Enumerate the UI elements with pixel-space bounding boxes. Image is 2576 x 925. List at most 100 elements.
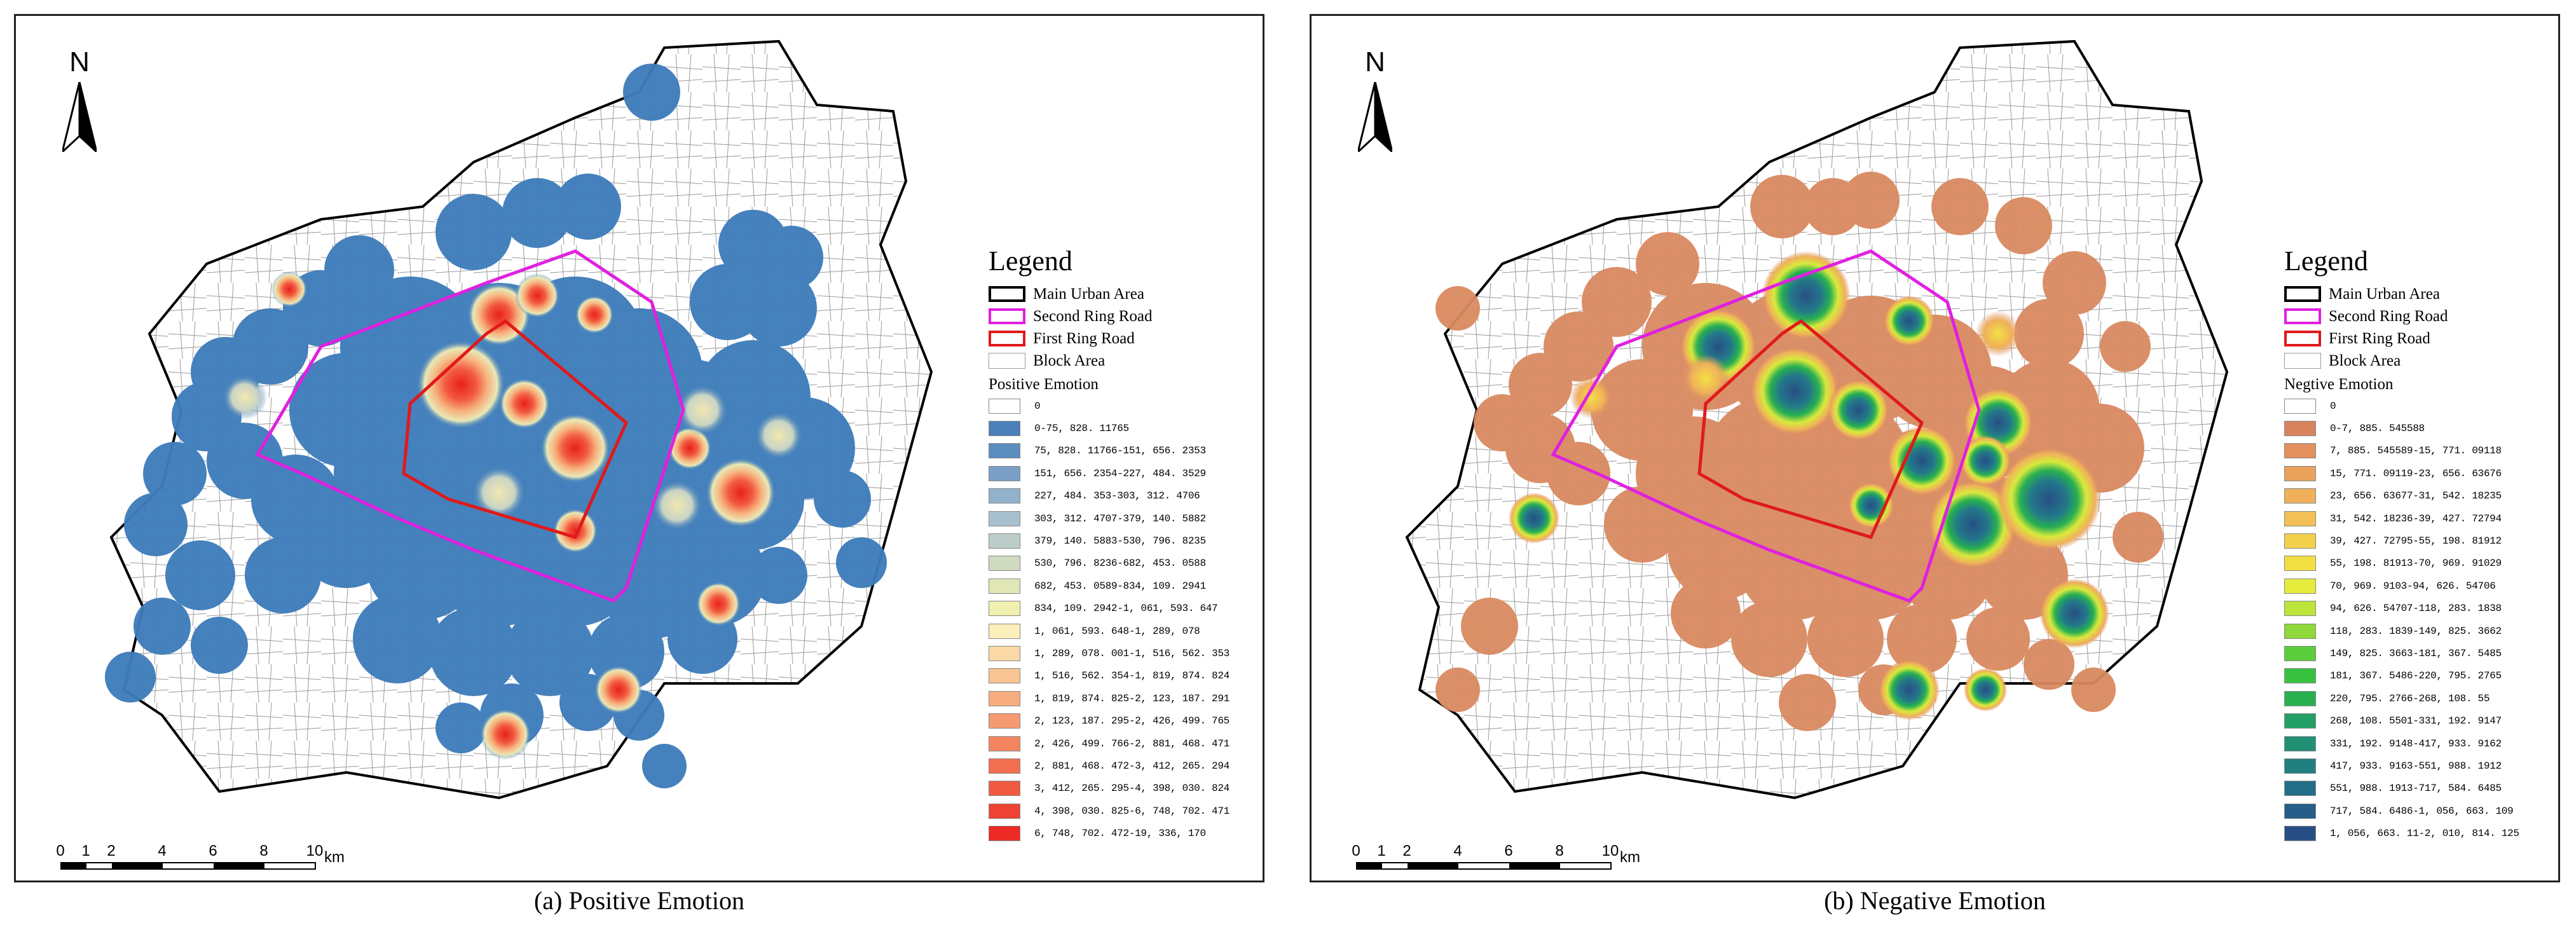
legend-class-item: 379, 140. 5883-530, 796. 8235 <box>989 530 1256 552</box>
negative-hotspots <box>1509 251 2109 720</box>
legend-item-block-area: Block Area <box>2284 350 2551 372</box>
legend-item-first-ring-road: First Ring Road <box>2284 327 2551 350</box>
legend-class-label: 1, 056, 663. 11-2, 010, 814. 125 <box>2330 828 2519 840</box>
first-ring-road <box>402 319 629 540</box>
north-arrow: N <box>1353 46 1397 161</box>
legend-class-label: 31, 542. 18236-39, 427. 72794 <box>2330 512 2502 524</box>
legend-class-item: 834, 109. 2942-1, 061, 593. 647 <box>989 598 1256 620</box>
legend-class-swatch <box>2284 533 2316 549</box>
legend-class-label: 1, 819, 874. 825-2, 123, 187. 291 <box>1034 692 1230 704</box>
legend-class-item: 0 <box>989 395 1256 417</box>
legend-class-swatch <box>989 826 1020 842</box>
legend-item-second-ring-road: Second Ring Road <box>2284 305 2551 327</box>
legend-class-label: 834, 109. 2942-1, 061, 593. 647 <box>1034 603 1218 615</box>
scale-bar: 0 1 2 4 6 8 10 km <box>56 842 391 880</box>
scale-tick: 4 <box>1453 842 1462 860</box>
north-arrow-icon <box>1358 82 1392 152</box>
legend-swatch <box>2284 308 2321 324</box>
legend-title: Legend <box>2284 245 2368 277</box>
legend-class-item: 7, 885. 545589-15, 771. 09118 <box>2284 440 2551 462</box>
legend-class-label: 682, 453. 0589-834, 109. 2941 <box>1034 580 1206 592</box>
legend-class-swatch <box>989 601 1020 617</box>
scale-tick: 6 <box>1504 842 1513 860</box>
legend-class-swatch <box>989 736 1020 751</box>
legend-class-item: 717, 584. 6486-1, 056, 663. 109 <box>2284 800 2551 822</box>
legend-class-label: 23, 656. 63677-31, 542. 18235 <box>2330 490 2502 502</box>
legend-class-item: 23, 656. 63677-31, 542. 18235 <box>2284 485 2551 507</box>
legend-class-item: 682, 453. 0589-834, 109. 2941 <box>989 575 1256 597</box>
legend-class-item: 2, 123, 187. 295-2, 426, 499. 765 <box>989 709 1256 732</box>
legend-class-label: 331, 192. 9148-417, 933. 9162 <box>2330 737 2502 750</box>
legend-swatch <box>989 308 1025 324</box>
legend-class-item: 151, 656. 2354-227, 484. 3529 <box>989 462 1256 484</box>
legend-class-label: 7, 885. 545589-15, 771. 09118 <box>2330 445 2502 457</box>
legend-class-swatch <box>989 465 1020 481</box>
legend-class-swatch <box>2284 668 2316 684</box>
scale-tick: 10 <box>1601 842 1619 860</box>
scale-tick: 1 <box>1377 842 1386 860</box>
legend-class-item: 31, 542. 18236-39, 427. 72794 <box>2284 507 2551 530</box>
legend-class-label: 181, 367. 5486-220, 795. 2765 <box>2330 670 2502 682</box>
legend-class-swatch <box>2284 578 2316 594</box>
legend-swatch <box>2284 353 2321 369</box>
legend-class-swatch <box>2284 510 2316 526</box>
legend-class-label: 2, 123, 187. 295-2, 426, 499. 765 <box>1034 715 1230 727</box>
legend-class-label: 0-7, 885. 545588 <box>2330 423 2425 435</box>
north-arrow: N <box>57 46 102 161</box>
legend-class-item: 1, 516, 562. 354-1, 819, 874. 824 <box>989 665 1256 687</box>
legend-class-label: 1, 061, 593. 648-1, 289, 078 <box>1034 625 1200 637</box>
legend-title: Legend <box>989 245 1072 277</box>
legend-class-swatch <box>989 713 1020 729</box>
legend-class-label: 4, 398, 030. 825-6, 748, 702. 471 <box>1034 805 1230 817</box>
legend-class-swatch <box>2284 803 2316 819</box>
legend-class-label: 15, 771. 09119-23, 656. 63676 <box>2330 467 2502 479</box>
legend-class-swatch <box>2284 758 2316 774</box>
legend-class-label: 1, 516, 562. 354-1, 819, 874. 824 <box>1034 670 1230 682</box>
legend-class-item: 94, 626. 54707-118, 283. 1838 <box>2284 598 2551 620</box>
legend-class-label: 0 <box>2330 400 2336 412</box>
legend-item-main-urban-area: Main Urban Area <box>989 283 1256 305</box>
scale-tick: 8 <box>259 842 268 860</box>
legend-class-item: 1, 061, 593. 648-1, 289, 078 <box>989 620 1256 642</box>
legend-class-label: 0 <box>1034 400 1041 412</box>
legend-class-label: 6, 748, 702. 472-19, 336, 170 <box>1034 828 1206 840</box>
legend-swatch <box>989 286 1025 302</box>
legend-class-title: Negtive Emotion <box>2284 376 2394 393</box>
legend-class-swatch <box>989 781 1020 797</box>
legend-class-swatch <box>2284 645 2316 661</box>
legend-class-swatch <box>989 578 1020 594</box>
legend-class-swatch <box>989 533 1020 549</box>
legend-class-item: 551, 988. 1913-717, 584. 6485 <box>2284 778 2551 800</box>
legend-class-title: Positive Emotion <box>989 376 1099 393</box>
legend-negative: Legend Main Urban Area Second Ring Road … <box>2284 245 2551 845</box>
legend-class-item: 2, 881, 468. 472-3, 412, 265. 294 <box>989 755 1256 777</box>
north-label: N <box>69 46 90 78</box>
legend-item-main-urban-area: Main Urban Area <box>2284 283 2551 305</box>
scale-unit: km <box>1620 849 1640 866</box>
legend-item-second-ring-road: Second Ring Road <box>989 305 1256 327</box>
scale-tick: 2 <box>107 842 116 860</box>
legend-class-item: 0 <box>2284 395 2551 417</box>
legend-class-swatch <box>989 645 1020 661</box>
legend-class-item: 181, 367. 5486-220, 795. 2765 <box>2284 665 2551 687</box>
legend-class-label: 268, 108. 5501-331, 192. 9147 <box>2330 715 2502 727</box>
legend-class-item: 70, 969. 9103-94, 626. 54706 <box>2284 575 2551 597</box>
legend-class-label: 0-75, 828. 11765 <box>1034 423 1129 435</box>
legend-swatch <box>2284 331 2321 346</box>
first-ring-road <box>1697 319 1924 540</box>
positive-hotspots <box>223 271 803 760</box>
map-canvas-positive <box>105 39 933 800</box>
legend-item-first-ring-road: First Ring Road <box>989 327 1256 350</box>
legend-swatch <box>989 331 1025 346</box>
legend-class-label: 417, 933. 9163-551, 988. 1912 <box>2330 760 2502 772</box>
legend-class-swatch <box>2284 443 2316 459</box>
scale-tick: 4 <box>158 842 167 860</box>
second-ring-road <box>255 249 685 603</box>
scale-bar: 0 1 2 4 6 8 10 km <box>1352 842 1687 880</box>
legend-class-swatch <box>2284 690 2316 706</box>
legend-class-label: 2, 881, 468. 472-3, 412, 265. 294 <box>1034 760 1230 772</box>
legend-class-label: 55, 198. 81913-70, 969. 91029 <box>2330 558 2502 570</box>
caption-negative: (b) Negative Emotion <box>1824 886 2046 915</box>
legend-class-swatch <box>2284 736 2316 751</box>
legend-class-item: 118, 283. 1839-149, 825. 3662 <box>2284 620 2551 642</box>
